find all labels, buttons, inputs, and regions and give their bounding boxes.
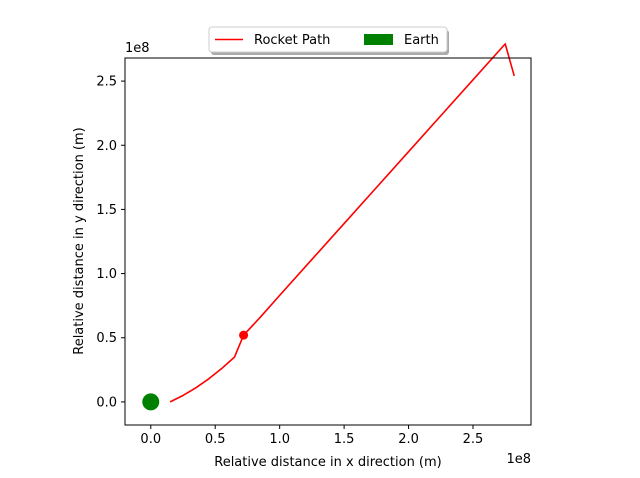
x-tick-label: 1.0 [269, 432, 290, 447]
y-tick-label: 1.0 [96, 267, 117, 282]
x-offset-text: 1e8 [506, 452, 531, 467]
earth-marker [142, 393, 160, 411]
legend-label-rocket-path: Rocket Path [254, 33, 330, 48]
axes-frame [124, 57, 532, 426]
x-axis-label: Relative distance in x direction (m) [214, 455, 442, 470]
y-offset-text: 1e8 [125, 41, 150, 56]
legend-patch-earth [364, 34, 393, 45]
y-tick-label: 0.5 [96, 331, 117, 346]
y-tick-label: 0.0 [96, 395, 117, 410]
data-layer [142, 43, 516, 411]
legend-box [208, 26, 448, 53]
x-tick-label: 2.0 [398, 432, 419, 447]
x-tick-label: 1.5 [334, 432, 355, 447]
y-tick-label: 2.0 [96, 139, 117, 154]
x-tick-label: 0.5 [205, 432, 226, 447]
series-line-0 [169, 43, 516, 403]
y-tick-label: 2.5 [96, 75, 117, 90]
y-axis-label: Relative distance in y direction (m) [72, 127, 87, 355]
y-axis-ticks: 0.0 0.5 1.0 1.5 2.0 2.5 [96, 75, 125, 410]
rocket-position-marker [239, 330, 249, 340]
legend-label-earth: Earth [404, 33, 439, 48]
legend: Rocket Path Earth [208, 26, 449, 55]
y-tick-label: 1.5 [96, 203, 117, 218]
x-axis-ticks: 0.0 0.5 1.0 1.5 2.0 2.5 [140, 425, 483, 447]
x-tick-label: 0.0 [140, 432, 161, 447]
x-tick-label: 2.5 [463, 432, 484, 447]
